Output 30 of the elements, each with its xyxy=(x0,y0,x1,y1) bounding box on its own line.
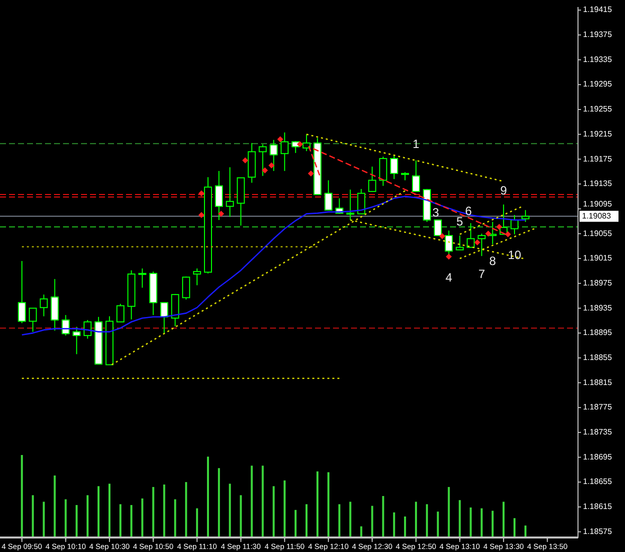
y-tick-label: 1.19015 xyxy=(583,254,612,263)
annotation: 4 xyxy=(445,270,452,285)
y-tick-label: 1.18735 xyxy=(583,428,612,437)
y-tick-label: 1.18975 xyxy=(583,278,612,288)
annotation: 10 xyxy=(508,248,522,262)
y-tick-label: 1.19295 xyxy=(583,80,612,89)
y-tick-label: 1.19255 xyxy=(583,104,612,114)
y-tick-label: 1.19055 xyxy=(583,228,612,238)
y-tick-label: 1.19135 xyxy=(583,179,612,188)
annotation: 5 xyxy=(456,214,464,229)
y-tick-label: 1.18695 xyxy=(583,452,612,462)
annotation: 9 xyxy=(500,184,508,198)
y-tick-label: 1.19415 xyxy=(583,5,612,14)
y-tick-label: 1.19175 xyxy=(583,154,612,164)
annotation: 3 xyxy=(432,205,440,220)
y-tick-label: 1.18655 xyxy=(583,477,612,486)
annotation: 7 xyxy=(478,266,486,281)
y-tick-label: 1.19335 xyxy=(583,54,612,64)
y-tick-label: 1.18895 xyxy=(583,328,612,338)
y-tick-label: 1.18615 xyxy=(583,502,612,512)
y-tick-label: 1.18935 xyxy=(583,303,612,312)
y-tick-label: 1.18855 xyxy=(583,353,612,362)
y-tick-label: 1.19215 xyxy=(583,129,612,138)
y-tick-label: 1.18815 xyxy=(583,378,612,387)
ref-line-label: 1.19083 xyxy=(582,211,612,220)
y-tick-label: 1.18775 xyxy=(583,402,612,412)
y-tick-label: 1.18575 xyxy=(583,526,612,536)
y-tick-label: 1.19375 xyxy=(583,30,612,40)
annotation: 8 xyxy=(489,254,496,268)
y-tick-label: 1.19095 xyxy=(583,199,612,208)
